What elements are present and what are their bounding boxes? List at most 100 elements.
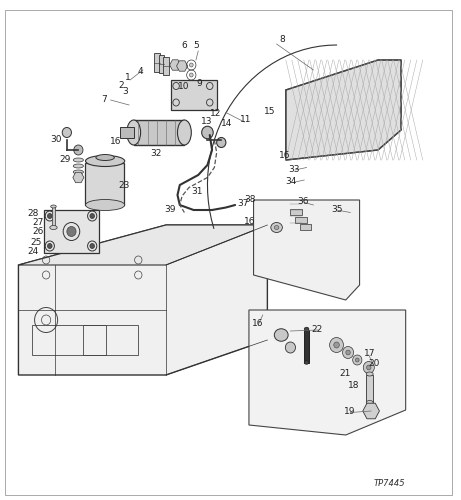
Ellipse shape bbox=[177, 120, 191, 145]
Text: 20: 20 bbox=[369, 360, 380, 368]
Polygon shape bbox=[73, 172, 84, 182]
Bar bbox=[300, 224, 311, 230]
Bar bbox=[83, 325, 138, 355]
Text: 29: 29 bbox=[60, 154, 71, 164]
Circle shape bbox=[90, 214, 95, 218]
Circle shape bbox=[366, 365, 371, 370]
Text: 33: 33 bbox=[289, 164, 300, 173]
Text: 30: 30 bbox=[51, 134, 62, 143]
Ellipse shape bbox=[51, 205, 56, 208]
Circle shape bbox=[189, 73, 193, 77]
Text: 28: 28 bbox=[28, 210, 39, 218]
Ellipse shape bbox=[366, 400, 373, 404]
Ellipse shape bbox=[73, 158, 83, 162]
Ellipse shape bbox=[304, 327, 309, 331]
Text: 37: 37 bbox=[238, 200, 249, 208]
Polygon shape bbox=[18, 225, 267, 265]
Circle shape bbox=[346, 350, 350, 355]
Text: 24: 24 bbox=[28, 246, 39, 256]
Text: 3: 3 bbox=[123, 86, 128, 96]
Polygon shape bbox=[363, 403, 379, 419]
Bar bbox=[171, 80, 217, 110]
Bar bbox=[44, 210, 99, 252]
Polygon shape bbox=[249, 310, 406, 435]
Bar bbox=[154, 54, 160, 72]
Text: 19: 19 bbox=[344, 406, 355, 416]
Circle shape bbox=[90, 244, 95, 248]
Ellipse shape bbox=[285, 342, 296, 353]
Text: 16: 16 bbox=[279, 152, 290, 160]
Text: 16: 16 bbox=[252, 320, 263, 328]
Text: 32: 32 bbox=[150, 150, 161, 158]
Text: 1: 1 bbox=[125, 73, 131, 82]
Text: 9: 9 bbox=[196, 80, 202, 88]
Circle shape bbox=[47, 214, 52, 218]
Circle shape bbox=[343, 346, 354, 358]
Text: 17: 17 bbox=[364, 350, 375, 358]
Ellipse shape bbox=[271, 222, 282, 232]
Polygon shape bbox=[177, 61, 188, 71]
Ellipse shape bbox=[86, 200, 124, 210]
Text: 14: 14 bbox=[221, 120, 232, 128]
Text: 25: 25 bbox=[30, 238, 41, 247]
Text: 11: 11 bbox=[240, 114, 251, 124]
Bar bbox=[295, 216, 307, 222]
Text: 22: 22 bbox=[312, 324, 323, 334]
Bar bbox=[163, 57, 169, 75]
Ellipse shape bbox=[202, 126, 213, 138]
Circle shape bbox=[67, 226, 76, 236]
Ellipse shape bbox=[127, 120, 141, 145]
Ellipse shape bbox=[274, 226, 279, 230]
Text: 15: 15 bbox=[264, 106, 275, 116]
Circle shape bbox=[74, 145, 83, 155]
Circle shape bbox=[330, 338, 343, 352]
Text: TP7445: TP7445 bbox=[374, 478, 406, 488]
Circle shape bbox=[334, 342, 339, 348]
Ellipse shape bbox=[62, 128, 71, 138]
Bar bbox=[366, 375, 373, 402]
Text: 5: 5 bbox=[193, 42, 199, 50]
Bar bbox=[134, 120, 184, 145]
Bar bbox=[159, 55, 164, 73]
Text: 38: 38 bbox=[244, 194, 255, 203]
Text: 16: 16 bbox=[244, 216, 255, 226]
Polygon shape bbox=[254, 200, 360, 300]
Text: 27: 27 bbox=[32, 218, 43, 227]
Ellipse shape bbox=[366, 372, 373, 376]
Text: 8: 8 bbox=[279, 34, 285, 43]
Text: 13: 13 bbox=[201, 117, 212, 126]
Text: 16: 16 bbox=[111, 136, 122, 145]
Text: 34: 34 bbox=[286, 177, 297, 186]
Bar bbox=[85, 162, 124, 205]
Polygon shape bbox=[18, 225, 267, 375]
Text: 21: 21 bbox=[339, 370, 350, 378]
Text: 2: 2 bbox=[118, 80, 124, 90]
Text: 36: 36 bbox=[298, 197, 309, 206]
Ellipse shape bbox=[96, 154, 114, 160]
Text: 12: 12 bbox=[210, 110, 221, 118]
Text: 35: 35 bbox=[332, 204, 343, 214]
Ellipse shape bbox=[217, 138, 226, 147]
Polygon shape bbox=[170, 60, 181, 70]
Text: 7: 7 bbox=[101, 96, 106, 104]
Bar bbox=[32, 325, 106, 355]
Bar bbox=[52, 208, 55, 228]
Circle shape bbox=[363, 362, 374, 374]
Ellipse shape bbox=[274, 329, 288, 341]
Ellipse shape bbox=[50, 226, 57, 230]
Text: 4: 4 bbox=[138, 66, 143, 76]
Ellipse shape bbox=[86, 156, 124, 166]
Bar bbox=[290, 209, 302, 215]
Circle shape bbox=[47, 244, 52, 248]
Ellipse shape bbox=[73, 164, 83, 168]
Text: 31: 31 bbox=[192, 186, 203, 196]
Ellipse shape bbox=[73, 170, 83, 174]
Text: 26: 26 bbox=[32, 226, 43, 235]
Text: 18: 18 bbox=[349, 382, 360, 390]
Circle shape bbox=[353, 355, 362, 365]
Bar bbox=[120, 128, 134, 138]
Polygon shape bbox=[286, 60, 401, 160]
Ellipse shape bbox=[304, 361, 309, 364]
Text: 6: 6 bbox=[182, 40, 187, 50]
Circle shape bbox=[355, 358, 359, 362]
